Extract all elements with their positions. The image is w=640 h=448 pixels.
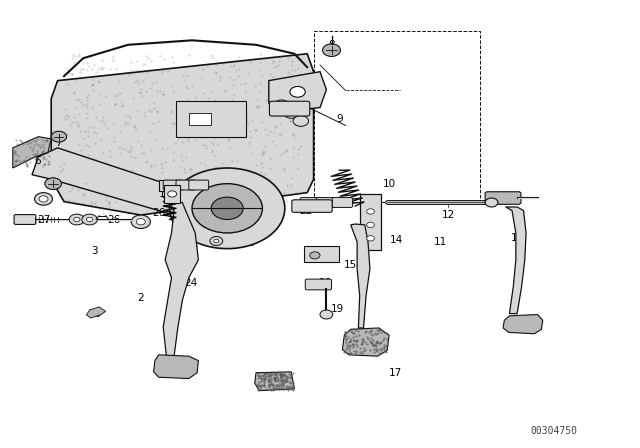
- Text: 20: 20: [319, 278, 332, 288]
- Circle shape: [211, 197, 243, 220]
- Text: 24: 24: [184, 278, 197, 288]
- FancyBboxPatch shape: [304, 246, 339, 262]
- FancyBboxPatch shape: [163, 180, 183, 190]
- Polygon shape: [269, 72, 326, 112]
- Text: 27: 27: [37, 215, 50, 224]
- Circle shape: [131, 215, 150, 228]
- Circle shape: [310, 252, 320, 259]
- Circle shape: [367, 222, 374, 228]
- Text: 26: 26: [152, 208, 165, 218]
- Text: 15: 15: [344, 260, 357, 270]
- Text: 9: 9: [336, 114, 342, 124]
- Circle shape: [293, 116, 308, 126]
- Circle shape: [168, 191, 177, 197]
- FancyBboxPatch shape: [189, 180, 209, 190]
- FancyBboxPatch shape: [176, 101, 246, 137]
- Text: 19: 19: [332, 304, 344, 314]
- Text: 23: 23: [216, 238, 229, 248]
- Polygon shape: [154, 355, 198, 379]
- FancyBboxPatch shape: [269, 101, 310, 116]
- Circle shape: [485, 198, 498, 207]
- Circle shape: [367, 209, 374, 214]
- Polygon shape: [51, 54, 314, 215]
- Circle shape: [86, 217, 93, 222]
- Text: 13: 13: [243, 238, 256, 248]
- Text: 12: 12: [442, 210, 454, 220]
- Polygon shape: [503, 314, 543, 334]
- Polygon shape: [86, 307, 106, 318]
- Text: 13: 13: [159, 189, 172, 198]
- FancyBboxPatch shape: [360, 194, 381, 250]
- Polygon shape: [351, 224, 370, 328]
- Text: 25: 25: [88, 310, 101, 319]
- FancyBboxPatch shape: [305, 279, 332, 290]
- Text: 14: 14: [390, 235, 403, 245]
- Circle shape: [274, 100, 289, 111]
- Text: 7: 7: [56, 138, 62, 148]
- FancyBboxPatch shape: [14, 215, 36, 224]
- Circle shape: [51, 131, 67, 142]
- Circle shape: [45, 178, 61, 190]
- Text: 13: 13: [216, 206, 229, 215]
- Circle shape: [320, 310, 333, 319]
- Circle shape: [69, 214, 84, 225]
- Circle shape: [214, 239, 219, 243]
- Text: 21: 21: [312, 251, 325, 261]
- Circle shape: [367, 236, 374, 241]
- FancyBboxPatch shape: [292, 200, 332, 212]
- Text: 11: 11: [434, 237, 447, 247]
- Circle shape: [290, 86, 305, 97]
- Circle shape: [74, 217, 80, 222]
- Circle shape: [170, 168, 285, 249]
- Text: 3: 3: [92, 246, 98, 256]
- FancyBboxPatch shape: [176, 180, 196, 190]
- FancyBboxPatch shape: [159, 180, 180, 191]
- Polygon shape: [32, 148, 218, 224]
- Circle shape: [35, 193, 52, 205]
- Text: 2: 2: [138, 293, 144, 303]
- Circle shape: [39, 196, 48, 202]
- Text: 22: 22: [300, 207, 312, 216]
- Text: 00304750: 00304750: [530, 426, 577, 436]
- Polygon shape: [506, 207, 526, 314]
- Circle shape: [210, 237, 223, 246]
- Circle shape: [323, 44, 340, 56]
- Circle shape: [136, 219, 145, 225]
- Polygon shape: [255, 372, 294, 391]
- Text: 16: 16: [511, 233, 524, 243]
- FancyBboxPatch shape: [332, 198, 353, 207]
- Polygon shape: [163, 202, 198, 356]
- FancyBboxPatch shape: [189, 113, 211, 125]
- Polygon shape: [342, 328, 389, 356]
- Circle shape: [192, 184, 262, 233]
- Text: 26: 26: [108, 215, 120, 224]
- Text: 6: 6: [34, 156, 40, 166]
- Text: 5: 5: [50, 179, 56, 189]
- Text: 4: 4: [40, 198, 47, 207]
- Text: 17: 17: [389, 368, 402, 378]
- Circle shape: [284, 108, 299, 118]
- FancyBboxPatch shape: [164, 185, 180, 203]
- Text: 1: 1: [192, 239, 198, 249]
- Text: 10: 10: [383, 179, 396, 189]
- FancyBboxPatch shape: [300, 198, 321, 207]
- Polygon shape: [13, 137, 51, 168]
- Text: 18: 18: [268, 380, 280, 390]
- Text: 8: 8: [328, 40, 335, 50]
- FancyBboxPatch shape: [485, 192, 521, 204]
- Circle shape: [82, 214, 97, 225]
- FancyBboxPatch shape: [316, 198, 337, 207]
